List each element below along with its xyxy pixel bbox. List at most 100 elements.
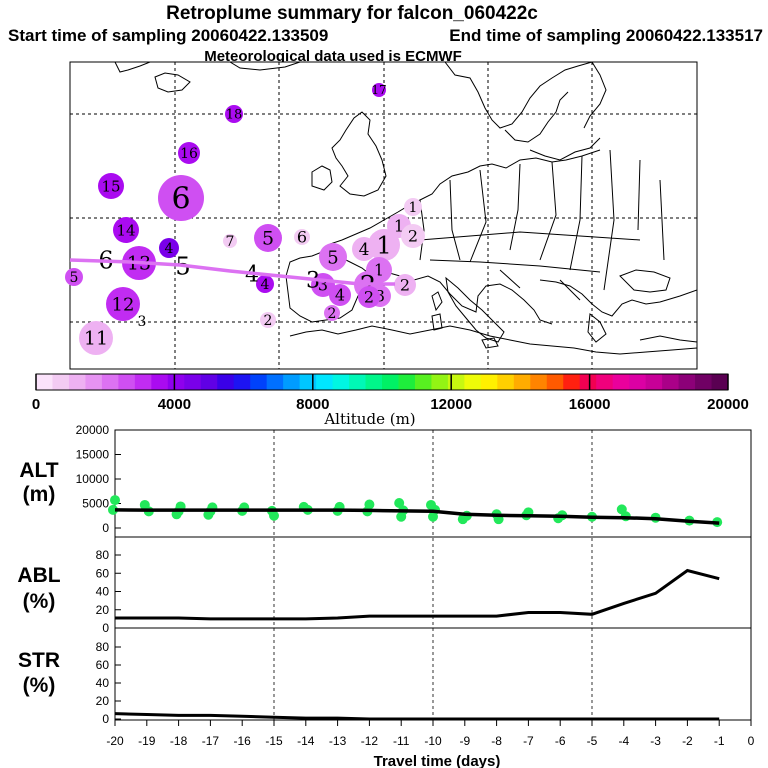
plume-bubble-circle	[372, 83, 386, 97]
plume-bubble-label: 17	[371, 83, 386, 97]
plume-bubble-label: 7	[226, 234, 235, 250]
alt-label: ALT	[19, 459, 58, 482]
abl-unit: (%)	[23, 590, 56, 613]
plume-bubble-label: 3	[375, 287, 385, 306]
alt-scatter-dot	[616, 504, 627, 515]
trajectory-path	[69, 258, 395, 286]
coastlines	[114, 62, 697, 355]
colorbar-swatch	[596, 374, 614, 390]
plume-bubble-circle	[404, 198, 422, 216]
plume-bubble: 18	[225, 105, 243, 123]
timeseries-panels: ALT (m) ABL (%) STR (%) 2000015000100005…	[17, 423, 754, 768]
plume-bubble-label: 6	[171, 182, 190, 217]
colorbar-swatch	[36, 374, 53, 390]
colorbar-swatch	[546, 374, 564, 390]
plume-bubble-label: 14	[116, 221, 135, 239]
start-time: Start time of sampling 20060422.133509	[8, 26, 328, 45]
y-tick-label: 5000	[82, 497, 109, 511]
plume-bubble-label: 16	[180, 146, 198, 162]
y-tick-label: 60	[96, 566, 110, 580]
plume-bubble: 11	[79, 321, 113, 355]
colorbar-swatch	[52, 374, 70, 390]
plume-bubble-circle	[98, 173, 124, 199]
alt-scatter-dot	[426, 499, 436, 510]
plume-bubble-circle	[113, 217, 139, 243]
x-tick-label: -16	[234, 734, 252, 748]
y-tick-label: 40	[96, 585, 110, 599]
plume-bubble-circle	[394, 274, 416, 296]
alt-mean-line	[114, 508, 720, 525]
x-tick-label: -7	[523, 734, 534, 748]
x-tick-label: -3	[650, 734, 661, 748]
met-data-note: Meteorological data used is ECMWF	[204, 48, 462, 65]
colorbar-swatch	[184, 374, 202, 390]
plume-bubble: 5	[319, 243, 347, 271]
y-tick-label: 0	[102, 621, 109, 635]
plume-bubble-circle	[159, 238, 179, 258]
plume-bubble: 3	[306, 269, 320, 294]
colorbar-swatch	[217, 374, 235, 390]
x-tick-label: -8	[491, 734, 502, 748]
plume-bubble: 2	[324, 305, 340, 322]
alt-scatter-dot	[394, 498, 405, 509]
alt-scatter-dot	[269, 510, 279, 521]
plume-bubble: 12	[106, 287, 140, 321]
plume-bubble-circle	[106, 287, 140, 321]
y-tick-label: 10000	[76, 472, 110, 486]
colorbar-swatch	[134, 374, 152, 390]
plume-bubble-circle	[79, 321, 113, 355]
plume-bubble-circle	[254, 224, 282, 252]
colorbar-swatch	[497, 374, 515, 390]
colorbar-swatch	[151, 374, 169, 390]
colorbar-swatch	[200, 374, 218, 390]
x-tick-label: -6	[555, 734, 566, 748]
plume-bubble-label: 2	[264, 313, 273, 329]
plume-bubble: 2	[358, 286, 380, 308]
alt-scatter-dot	[110, 495, 120, 506]
plume-bubble-circle	[223, 234, 237, 248]
alt-scatter-dot	[428, 511, 438, 522]
colorbar-tick-label: 0	[32, 396, 40, 413]
plume-bubble-label: 2	[408, 227, 418, 246]
colorbar-swatch	[332, 374, 350, 390]
x-tick-label: -20	[106, 734, 124, 748]
x-tick-label: -12	[361, 734, 379, 748]
x-tick-label: -17	[202, 734, 220, 748]
colorbar-swatch	[579, 374, 597, 390]
colorbar-swatch	[414, 374, 432, 390]
plume-bubble-label: 1	[394, 217, 404, 236]
colorbar-swatch	[118, 374, 136, 390]
plume-bubble-circle	[358, 286, 380, 308]
colorbar-swatch	[695, 374, 713, 390]
x-tick-label: -14	[297, 734, 315, 748]
colorbar-swatch	[711, 374, 729, 390]
plume-bubble: 14	[113, 217, 139, 243]
colorbar-swatch	[365, 374, 383, 390]
x-tick-label: -18	[170, 734, 188, 748]
plume-bubble: 4	[159, 238, 179, 258]
plume-bubble: 4	[245, 263, 259, 288]
y-tick-label: 80	[96, 548, 110, 562]
plume-bubble-circle	[324, 305, 340, 321]
colorbar-tick-label: 16000	[569, 396, 611, 413]
plume-bubble: 16	[178, 142, 200, 164]
plume-bubble: 2	[401, 224, 425, 248]
y-tick-label: 0	[102, 712, 109, 726]
colorbar-swatch	[563, 374, 581, 390]
colorbar-swatch	[85, 374, 103, 390]
plume-bubble: 17	[371, 83, 387, 97]
x-tick-label: -19	[138, 734, 156, 748]
plume-bubble-circle	[401, 224, 425, 248]
plume-bubble-label: 2	[364, 288, 374, 307]
colorbar-swatch	[299, 374, 317, 390]
colorbar-swatch	[283, 374, 301, 390]
plume-bubble-label: 3	[138, 314, 147, 330]
x-tick-label: 0	[748, 734, 755, 748]
plume-bubble-label: 1	[376, 231, 391, 259]
x-tick-label: -15	[265, 734, 283, 748]
str-unit: (%)	[23, 674, 56, 697]
plume-bubble-label: 18	[226, 108, 243, 123]
colorbar-swatch	[645, 374, 663, 390]
plume-bubble: 4	[352, 237, 376, 261]
plume-bubbles: 1121451232342226574434513614156161817512…	[65, 83, 425, 355]
